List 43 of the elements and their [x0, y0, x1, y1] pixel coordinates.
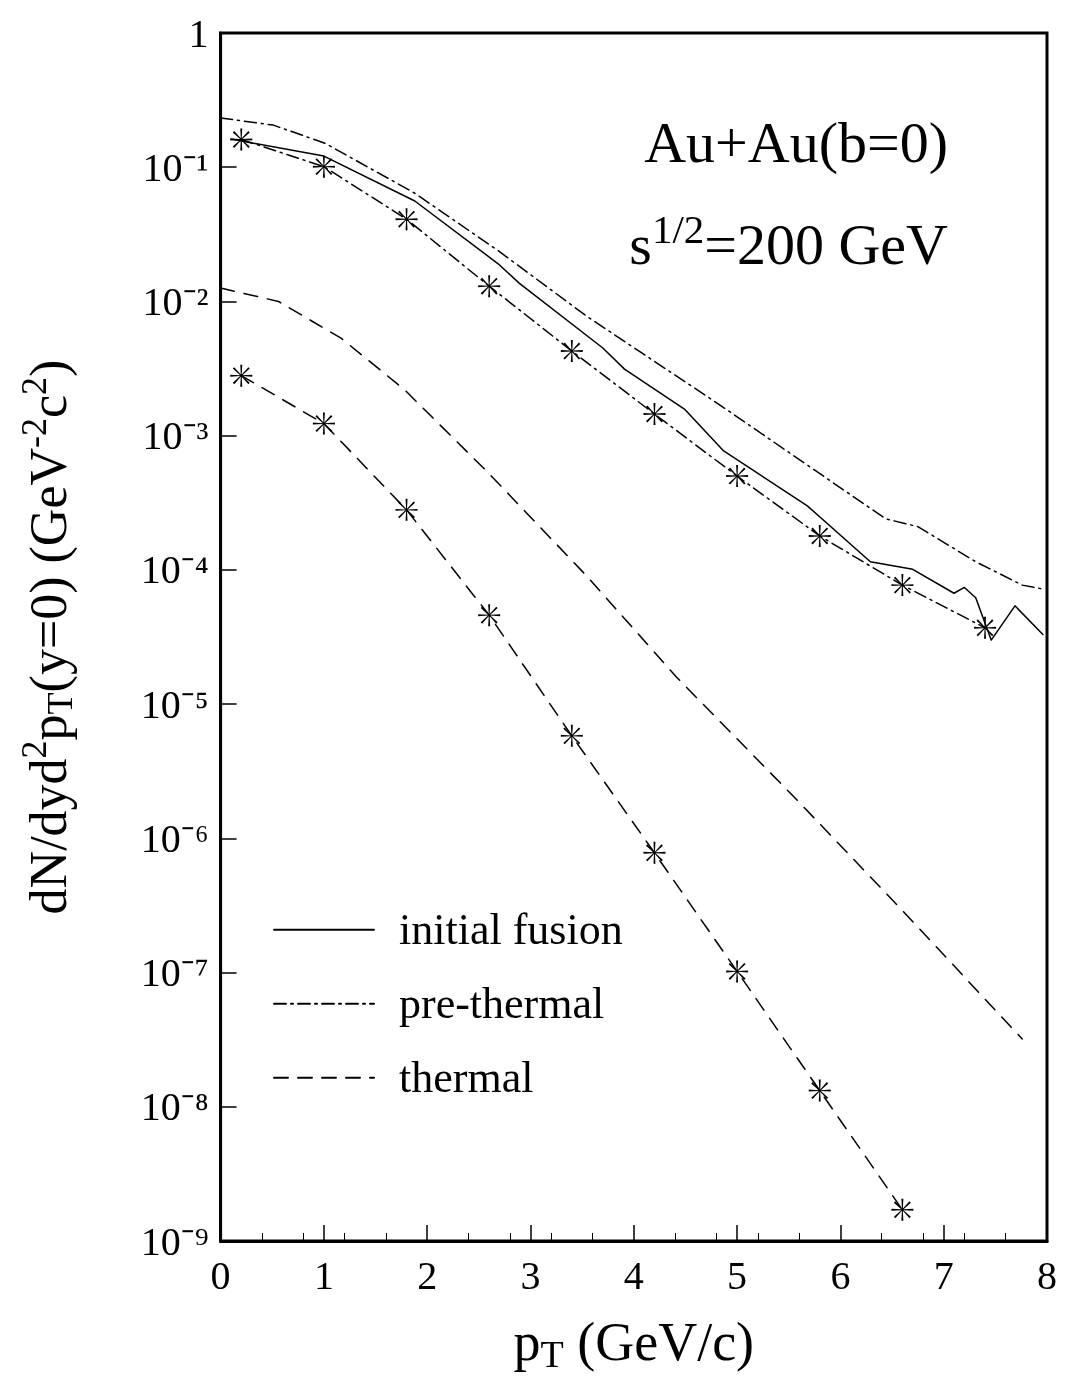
point — [312, 412, 335, 435]
annotation: Au+Au(b=0) — [644, 109, 949, 175]
point — [726, 960, 749, 983]
x-tick-label: 5 — [727, 1252, 748, 1298]
point — [395, 208, 418, 231]
legend-label: pre-thermal — [399, 979, 605, 1029]
y-tick-label: 10⁻¹ — [142, 144, 209, 190]
x-tick-label: 0 — [210, 1252, 231, 1298]
point — [230, 364, 253, 387]
y-tick-label: 10⁻² — [142, 278, 209, 324]
x-tick-label: 2 — [417, 1252, 438, 1298]
point — [808, 524, 831, 547]
legend-label: initial fusion — [399, 905, 623, 955]
x-tick-label: 4 — [623, 1252, 644, 1298]
point — [974, 616, 997, 639]
text: dN/dyd2pT(y=0) (GeV-2c2) — [14, 359, 80, 915]
point — [891, 574, 914, 597]
y-tick-label: 10⁻³ — [142, 413, 209, 459]
legend-label: thermal — [399, 1053, 534, 1103]
y-tick-label: 10⁻⁴ — [140, 547, 209, 593]
x-tick-label: 1 — [313, 1252, 334, 1298]
y-tick-label: 10⁻⁶ — [140, 815, 209, 861]
point — [643, 841, 666, 864]
point — [478, 275, 501, 298]
y-tick-label: 10⁻⁸ — [140, 1084, 209, 1130]
y-tick-label: 10⁻⁵ — [140, 681, 209, 727]
point — [808, 1079, 831, 1102]
x-tick-label: 6 — [830, 1252, 851, 1298]
point — [726, 465, 749, 488]
point — [395, 498, 418, 521]
point — [230, 128, 253, 151]
y-tick-label: 1 — [188, 10, 209, 56]
point — [643, 403, 666, 426]
point — [891, 1198, 914, 1221]
y-tick-label: 10⁻⁷ — [140, 950, 209, 996]
x-tick-label: 3 — [520, 1252, 541, 1298]
point — [560, 724, 583, 747]
point — [560, 340, 583, 363]
y-tick-label: 10⁻⁹ — [140, 1218, 209, 1264]
point — [312, 155, 335, 178]
x-tick-label: 8 — [1037, 1252, 1057, 1298]
x-tick-label: 7 — [933, 1252, 954, 1298]
point — [478, 604, 501, 627]
